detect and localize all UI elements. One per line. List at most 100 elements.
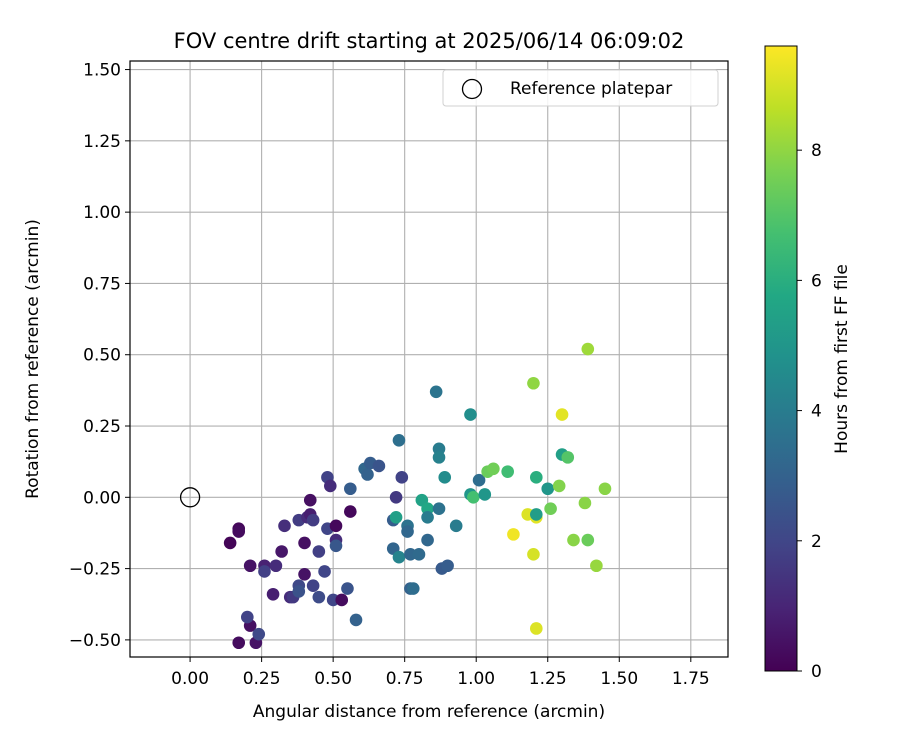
data-point — [232, 525, 246, 538]
x-tick-label: 0.25 — [243, 669, 281, 689]
data-point — [598, 482, 612, 496]
x-tick-label: 0.75 — [386, 669, 424, 689]
colorbar-gradient — [764, 45, 798, 672]
data-point — [241, 610, 254, 624]
data-point — [258, 565, 271, 578]
y-tick-label: 0.00 — [83, 488, 121, 508]
legend: Reference platepar — [442, 69, 719, 107]
colorbar-tick-label: 4 — [811, 402, 822, 422]
data-point — [472, 473, 486, 487]
data-point — [298, 536, 311, 550]
x-tick-label: 1.50 — [600, 669, 638, 689]
data-point — [344, 482, 357, 496]
data-point — [507, 528, 520, 541]
data-point — [275, 545, 288, 558]
grid — [130, 61, 728, 657]
colorbar-ticks: 0 2 4 6 8 — [797, 141, 822, 682]
data-point — [429, 385, 443, 399]
colorbar-tick-label: 8 — [811, 141, 822, 161]
data-point — [266, 587, 280, 601]
data-point — [329, 539, 343, 553]
data-point — [544, 502, 557, 516]
reference-marker — [179, 487, 201, 508]
data-point — [303, 493, 317, 507]
colorbar-tick-label: 2 — [811, 532, 822, 552]
data-point — [341, 582, 354, 595]
data-point — [278, 519, 291, 533]
reference-platepar-point — [179, 487, 201, 508]
data-point — [306, 513, 320, 527]
y-tick-label: 1.50 — [83, 61, 121, 81]
data-point — [406, 582, 420, 595]
data-point — [335, 593, 349, 607]
data-point — [590, 559, 603, 573]
data-point — [487, 462, 500, 476]
data-point — [552, 479, 566, 493]
x-tick-label: 1.00 — [457, 669, 495, 689]
data-point — [318, 565, 331, 578]
data-point — [432, 502, 446, 516]
data-point — [392, 433, 406, 447]
data-point — [349, 613, 363, 627]
y-tick-label: 0.75 — [83, 274, 121, 294]
data-point — [529, 508, 543, 521]
data-point — [329, 519, 343, 533]
data-point — [392, 550, 406, 564]
data-point — [578, 496, 592, 510]
data-point — [223, 536, 237, 550]
y-tick-label: −0.50 — [69, 631, 121, 651]
y-tick-label: 0.50 — [83, 346, 121, 366]
x-axis-label: Angular distance from reference (arcmin) — [253, 702, 605, 722]
data-point — [232, 636, 246, 650]
data-point — [312, 545, 326, 558]
data-point — [312, 590, 326, 604]
data-point — [438, 471, 452, 484]
data-point — [252, 627, 266, 641]
x-tick-label: 1.75 — [672, 669, 710, 689]
data-point — [344, 505, 357, 518]
data-point — [449, 519, 463, 533]
data-point — [298, 568, 311, 581]
data-point — [421, 533, 434, 547]
data-point — [243, 559, 257, 573]
data-point — [412, 548, 426, 561]
data-point — [389, 510, 403, 524]
data-point — [395, 471, 409, 484]
data-point — [527, 376, 540, 390]
data-point — [389, 491, 403, 504]
data-point — [292, 585, 306, 598]
legend-marker-icon — [461, 78, 483, 100]
colorbar-tick-label: 6 — [811, 271, 822, 291]
data-point — [421, 510, 434, 524]
y-tick-label: 0.25 — [83, 417, 121, 437]
colorbar-tick-label: 0 — [811, 662, 822, 682]
y-axis-ticks: −0.50 −0.25 0.00 0.25 0.50 0.75 1.00 1.25 1.50 — [69, 61, 130, 651]
data-point — [464, 408, 477, 421]
data-point — [561, 451, 575, 464]
data-point — [323, 479, 337, 493]
data-point — [581, 533, 595, 547]
colorbar: 0 2 4 6 8 Hours from first FF file — [764, 45, 852, 682]
colorbar-label: Hours from first FF file — [832, 264, 852, 454]
data-point — [441, 559, 454, 573]
legend-box — [442, 69, 719, 107]
data-point — [432, 451, 446, 464]
data-point — [529, 622, 543, 635]
data-point — [401, 525, 414, 538]
y-tick-label: −0.25 — [69, 560, 121, 580]
chart-title: FOV centre drift starting at 2025/06/14 … — [174, 29, 685, 53]
data-point — [269, 559, 283, 573]
x-tick-label: 1.25 — [529, 669, 567, 689]
x-tick-label: 0.00 — [171, 669, 209, 689]
plot-frame — [129, 60, 729, 658]
data-point — [306, 579, 320, 593]
data-point — [478, 488, 492, 501]
data-point — [567, 533, 580, 547]
data-point — [555, 408, 569, 421]
y-tick-label: 1.00 — [83, 203, 121, 223]
x-tick-label: 0.50 — [314, 669, 352, 689]
data-point — [361, 468, 374, 481]
data-point — [581, 342, 595, 356]
x-axis-ticks: 0.00 0.25 0.50 0.75 1.00 1.25 1.50 1.75 — [171, 657, 710, 689]
